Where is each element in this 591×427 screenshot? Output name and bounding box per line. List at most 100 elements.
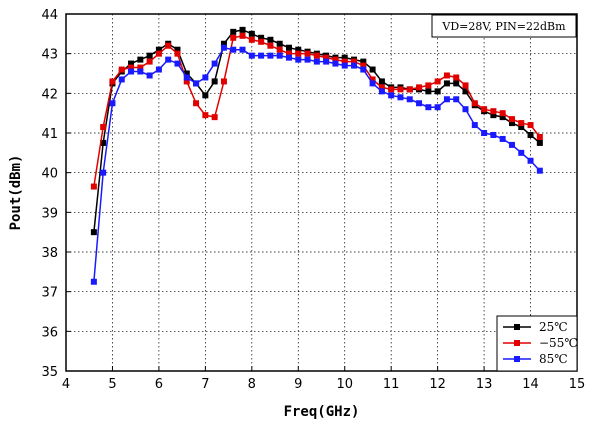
data-point [536, 139, 543, 146]
y-tick-label: 36 [41, 325, 58, 340]
y-tick-label: 41 [41, 127, 58, 142]
legend-marker [514, 324, 520, 330]
data-point [137, 56, 144, 63]
data-point [258, 52, 265, 59]
data-point [267, 52, 274, 59]
data-point [518, 149, 525, 156]
data-point [248, 30, 255, 37]
x-tick-label: 12 [429, 377, 446, 392]
x-axis-title: Freq(GHz) [284, 404, 360, 420]
data-point [128, 64, 135, 71]
x-tick-label: 5 [108, 377, 116, 392]
data-point [434, 104, 441, 111]
annotation-box [431, 14, 577, 38]
data-point [443, 96, 450, 103]
x-tick-label: 9 [294, 377, 302, 392]
data-point [378, 84, 385, 91]
x-tick-label: 8 [248, 377, 256, 392]
data-point [453, 80, 460, 87]
data-point [248, 36, 255, 43]
data-point [220, 78, 227, 85]
y-tick-label: 40 [41, 167, 58, 182]
data-point [527, 157, 534, 164]
data-point [369, 66, 376, 73]
data-point [295, 46, 302, 53]
legend: 25℃ −55℃ 85℃ [496, 315, 578, 372]
data-point [313, 52, 320, 59]
y-axis-title: Pout(dBm) [8, 155, 24, 231]
data-point [239, 46, 246, 53]
data-point [285, 54, 292, 61]
series-2 [90, 32, 543, 190]
data-point [434, 78, 441, 85]
y-tick-label: 43 [41, 48, 58, 63]
data-point [351, 58, 358, 65]
data-point [128, 60, 135, 67]
y-tick-label: 42 [41, 87, 58, 102]
data-point [481, 130, 488, 136]
data-point [323, 54, 330, 61]
data-point [508, 141, 515, 148]
data-point [527, 122, 534, 129]
data-point [527, 131, 534, 138]
data-point [453, 74, 460, 81]
data-point [183, 74, 190, 81]
data-point [118, 66, 125, 73]
data-point [285, 44, 292, 51]
data-point [137, 64, 144, 71]
data-point [369, 76, 376, 83]
data-point [304, 50, 311, 57]
data-point [267, 36, 274, 43]
data-point [276, 40, 283, 47]
data-point [155, 46, 162, 53]
x-tick-label: 6 [155, 377, 163, 392]
data-point [202, 112, 209, 119]
axis-ticks: 4 5 6 7 8 9 10 11 12 13 14 15 35 36 37 38 39 40 41 42 43 44 [41, 8, 585, 392]
annotation-text: VD=28V, PIN=22dBm [441, 20, 566, 33]
x-tick-label: 11 [383, 377, 400, 392]
x-tick-label: 10 [336, 377, 353, 392]
data-point [230, 34, 237, 41]
data-point [128, 68, 135, 75]
data-point [230, 28, 237, 35]
data-point [332, 56, 339, 63]
data-point [211, 78, 218, 85]
legend-items: 25℃ −55℃ 85℃ [503, 320, 578, 366]
data-point [109, 100, 116, 107]
data-point [220, 44, 227, 51]
data-point [499, 135, 506, 142]
data-point [146, 72, 153, 79]
data-point [239, 26, 246, 33]
legend-entry: 85℃ [503, 352, 568, 366]
x-tick-label: 14 [522, 377, 539, 392]
data-point [100, 169, 107, 176]
data-point [90, 183, 97, 190]
data-point [174, 46, 181, 53]
data-point [388, 86, 395, 93]
plot-area-frame [65, 13, 578, 372]
data-point [490, 108, 497, 115]
data-point [258, 38, 265, 45]
data-point [416, 100, 423, 107]
legend-marker [514, 340, 520, 346]
data-point [378, 88, 385, 95]
legend-entry: −55℃ [503, 336, 578, 350]
data-point [202, 92, 209, 99]
data-point [434, 88, 441, 95]
data-point [416, 84, 423, 91]
data-point [378, 78, 385, 85]
legend-label: 85℃ [539, 352, 568, 366]
data-point [462, 82, 469, 89]
data-point [397, 94, 404, 101]
data-point [518, 120, 525, 127]
data-point [239, 32, 246, 39]
data-point [332, 60, 339, 67]
data-point [536, 167, 543, 174]
data-point [193, 80, 200, 87]
data-point [146, 58, 153, 65]
data-point [174, 50, 181, 57]
y-tick-label: 44 [41, 8, 58, 23]
data-point [193, 100, 200, 107]
